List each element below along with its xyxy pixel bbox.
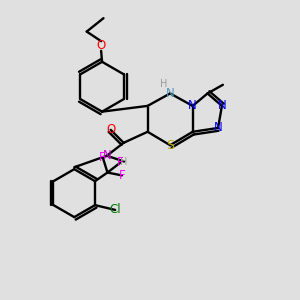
Text: F: F	[117, 156, 123, 170]
Text: Cl: Cl	[109, 203, 121, 216]
Text: N: N	[188, 99, 197, 112]
Text: H: H	[120, 157, 128, 166]
Text: S: S	[166, 139, 174, 152]
Text: O: O	[106, 123, 115, 136]
Text: N: N	[103, 149, 111, 162]
Text: H: H	[160, 79, 167, 89]
Text: N: N	[218, 99, 226, 112]
Text: F: F	[99, 151, 106, 164]
Text: O: O	[97, 40, 106, 52]
Text: F: F	[118, 169, 125, 182]
Text: N: N	[214, 122, 222, 134]
Text: N: N	[166, 87, 175, 100]
